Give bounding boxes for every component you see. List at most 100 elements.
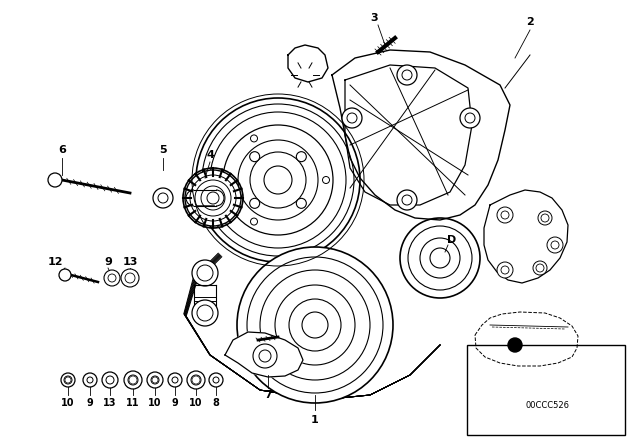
Circle shape <box>147 372 163 388</box>
Circle shape <box>124 371 142 389</box>
Text: 10: 10 <box>61 398 75 408</box>
Circle shape <box>196 98 360 262</box>
Text: 10: 10 <box>189 398 203 408</box>
Circle shape <box>296 198 307 208</box>
Circle shape <box>201 186 225 210</box>
Text: D: D <box>447 235 456 245</box>
Circle shape <box>172 377 178 383</box>
Text: 4: 4 <box>206 150 214 160</box>
Circle shape <box>65 377 71 383</box>
Circle shape <box>533 261 547 275</box>
Circle shape <box>547 237 563 253</box>
Circle shape <box>250 152 306 208</box>
Circle shape <box>129 376 137 384</box>
Circle shape <box>250 135 257 142</box>
Bar <box>467 345 625 435</box>
Circle shape <box>187 371 205 389</box>
Circle shape <box>497 262 513 278</box>
Text: 3: 3 <box>370 13 378 23</box>
Circle shape <box>408 226 472 290</box>
Text: 2: 2 <box>526 17 534 27</box>
Circle shape <box>323 177 330 184</box>
Polygon shape <box>225 332 303 377</box>
Circle shape <box>237 247 393 403</box>
Circle shape <box>213 377 219 383</box>
Circle shape <box>207 192 219 204</box>
Circle shape <box>192 376 200 384</box>
Circle shape <box>158 193 168 203</box>
Circle shape <box>48 173 62 187</box>
Circle shape <box>250 218 257 225</box>
Circle shape <box>153 188 173 208</box>
Circle shape <box>397 190 417 210</box>
Circle shape <box>87 377 93 383</box>
Circle shape <box>501 266 509 274</box>
Circle shape <box>430 248 450 268</box>
Circle shape <box>151 376 159 384</box>
Text: 7: 7 <box>264 390 272 400</box>
Circle shape <box>402 195 412 205</box>
Circle shape <box>223 125 333 235</box>
Text: 1: 1 <box>311 415 319 425</box>
Circle shape <box>402 70 412 80</box>
Circle shape <box>420 238 460 278</box>
Circle shape <box>202 104 354 256</box>
Circle shape <box>289 299 341 351</box>
Text: 13: 13 <box>122 257 138 267</box>
Circle shape <box>264 166 292 194</box>
Circle shape <box>536 264 544 272</box>
Circle shape <box>538 211 552 225</box>
Circle shape <box>253 344 277 368</box>
Circle shape <box>191 375 201 385</box>
Text: 9: 9 <box>86 398 93 408</box>
Circle shape <box>275 285 355 365</box>
Circle shape <box>247 257 383 393</box>
Text: 13: 13 <box>103 398 116 408</box>
Circle shape <box>210 112 346 248</box>
Circle shape <box>83 373 97 387</box>
Circle shape <box>259 350 271 362</box>
Text: 9: 9 <box>104 257 112 267</box>
Text: 8: 8 <box>212 398 220 408</box>
Text: 6: 6 <box>58 145 66 155</box>
Circle shape <box>121 269 139 287</box>
Circle shape <box>508 338 522 352</box>
Circle shape <box>152 377 158 383</box>
Circle shape <box>192 260 218 286</box>
Circle shape <box>400 218 480 298</box>
Circle shape <box>102 372 118 388</box>
Circle shape <box>168 373 182 387</box>
Text: 12: 12 <box>47 257 63 267</box>
Text: 10: 10 <box>148 398 162 408</box>
Circle shape <box>260 270 370 380</box>
Circle shape <box>106 376 114 384</box>
Circle shape <box>296 152 307 162</box>
Circle shape <box>209 373 223 387</box>
Circle shape <box>342 108 362 128</box>
Polygon shape <box>484 190 568 283</box>
Text: 00CCC526: 00CCC526 <box>526 401 570 409</box>
Text: 5: 5 <box>159 145 167 155</box>
Circle shape <box>104 270 120 286</box>
Circle shape <box>192 300 218 326</box>
Circle shape <box>465 113 475 123</box>
Circle shape <box>347 113 357 123</box>
Circle shape <box>551 241 559 249</box>
Circle shape <box>197 305 213 321</box>
Circle shape <box>125 273 135 283</box>
Circle shape <box>497 207 513 223</box>
Circle shape <box>64 376 72 384</box>
Circle shape <box>185 170 241 226</box>
Text: 9: 9 <box>172 398 179 408</box>
Circle shape <box>541 214 549 222</box>
Circle shape <box>460 108 480 128</box>
Circle shape <box>61 373 75 387</box>
Circle shape <box>250 152 260 162</box>
Circle shape <box>302 312 328 338</box>
Circle shape <box>108 274 116 282</box>
Circle shape <box>238 140 318 220</box>
Circle shape <box>59 269 71 281</box>
Circle shape <box>397 65 417 85</box>
Circle shape <box>250 198 260 208</box>
Circle shape <box>197 265 213 281</box>
